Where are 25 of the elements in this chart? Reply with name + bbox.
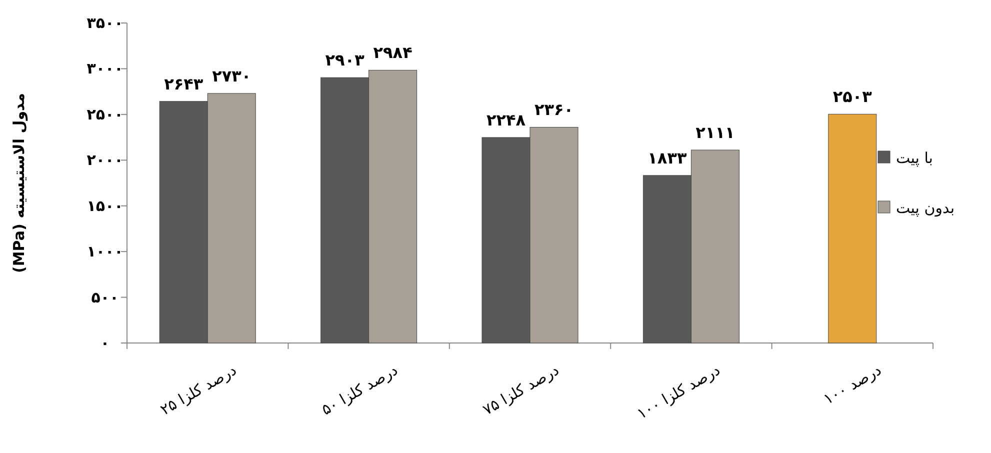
y-tick-label: ۱۰۰۰ [86,242,124,261]
data-label: ۲۹۸۴ [373,43,413,62]
x-tick-label: درصد ۱۰۰ [820,360,884,408]
x-tick-label: درصد کلزا ۲۵ [157,360,240,419]
y-tick-label: ۰ [100,334,110,352]
y-axis-title: مدول الاستیسیته (MPa) [10,92,28,274]
y-tick-label: ۱۵۰۰ [86,196,124,215]
y-tick-label: ۳۰۰۰ [86,60,124,78]
y-tick-label: ۲۰۰۰ [86,151,124,170]
y-tick-label: ۳۵۰۰ [86,14,124,32]
x-tick-label: درصد کلزا ۷۵ [480,360,562,419]
x-tick-label: درصد کلزا ۵۰ [318,360,401,419]
y-tick-label: ۲۵۰۰ [86,105,124,124]
data-label: ۲۲۴۸ [486,110,526,130]
data-label: ۲۱۱۱ [696,122,735,142]
data-label: ۲۵۰۳ [832,87,872,106]
legend-label: بدون پیت [896,199,955,217]
y-tick-label: ۵۰۰ [91,288,119,306]
data-label: ۲۷۳۰ [212,66,252,86]
data-label: ۱۸۳۳ [648,148,687,168]
x-tick-label: درصد کلزا ۱۰۰ [634,360,724,423]
data-label: ۲۳۶۰ [534,100,574,120]
data-label: ۲۶۴۳ [164,74,204,94]
legend-label: با پیت [896,149,933,167]
data-label: ۲۹۰۳ [325,50,365,70]
